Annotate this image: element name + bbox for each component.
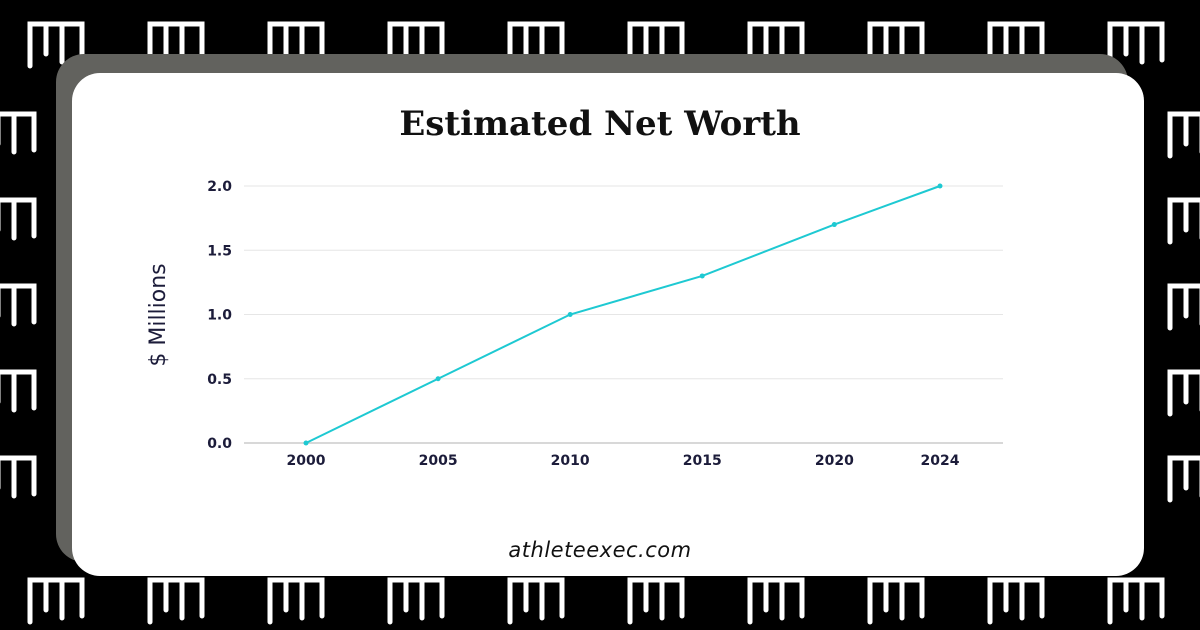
y-axis-label: $ Millions	[146, 263, 171, 366]
data-point	[303, 440, 309, 446]
x-tick-label: 2010	[551, 453, 590, 469]
pattern-icon	[1167, 111, 1200, 159]
pattern-icon	[1167, 455, 1200, 503]
series-line	[305, 185, 941, 444]
chart-card	[72, 73, 1144, 576]
y-tick-label: 1.0	[207, 308, 232, 324]
pattern-icon	[627, 577, 685, 625]
data-point	[567, 312, 573, 317]
pattern-icon	[747, 577, 805, 625]
y-tick-label: 1.5	[207, 243, 232, 259]
y-tick-label: 0.0	[207, 436, 232, 452]
pattern-icon	[1107, 21, 1165, 69]
pattern-icon	[867, 577, 925, 625]
pattern-icon	[0, 283, 37, 327]
pattern-icon	[507, 577, 565, 625]
pattern-icon	[1167, 197, 1200, 245]
grid-lines	[244, 185, 1003, 380]
pattern-icon	[27, 577, 85, 625]
pattern-icon	[1107, 577, 1165, 625]
pattern-icon	[987, 577, 1045, 625]
x-tick-label: 2005	[419, 453, 458, 469]
pattern-icon	[1167, 369, 1200, 417]
data-point	[435, 376, 441, 382]
series	[303, 183, 943, 446]
pattern-icon	[1167, 283, 1200, 331]
pattern-icon	[0, 369, 37, 413]
chart-title: Estimated Net Worth	[399, 104, 801, 144]
pattern-icon	[0, 111, 37, 155]
pattern-icon	[0, 197, 37, 241]
x-tick-label: 2015	[683, 453, 722, 469]
data-point	[699, 273, 705, 279]
data-point	[831, 222, 837, 228]
footer-website: athleteexec.com	[508, 538, 692, 562]
y-tick-label: 0.5	[207, 372, 232, 388]
tick-labels: 0.0 0.5 1.0 1.5 2.0 2000 2005 2010 2015 2020 2024	[207, 179, 960, 469]
x-tick-label: 2020	[815, 453, 854, 469]
x-tick-label: 2024	[921, 453, 960, 469]
pattern-icon	[0, 455, 37, 499]
y-tick-label: 2.0	[207, 179, 232, 195]
pattern-icon	[147, 577, 205, 625]
x-tick-label: 2000	[287, 453, 326, 469]
pattern-icon	[387, 577, 445, 625]
data-point	[937, 183, 943, 189]
pattern-icon	[267, 577, 325, 625]
